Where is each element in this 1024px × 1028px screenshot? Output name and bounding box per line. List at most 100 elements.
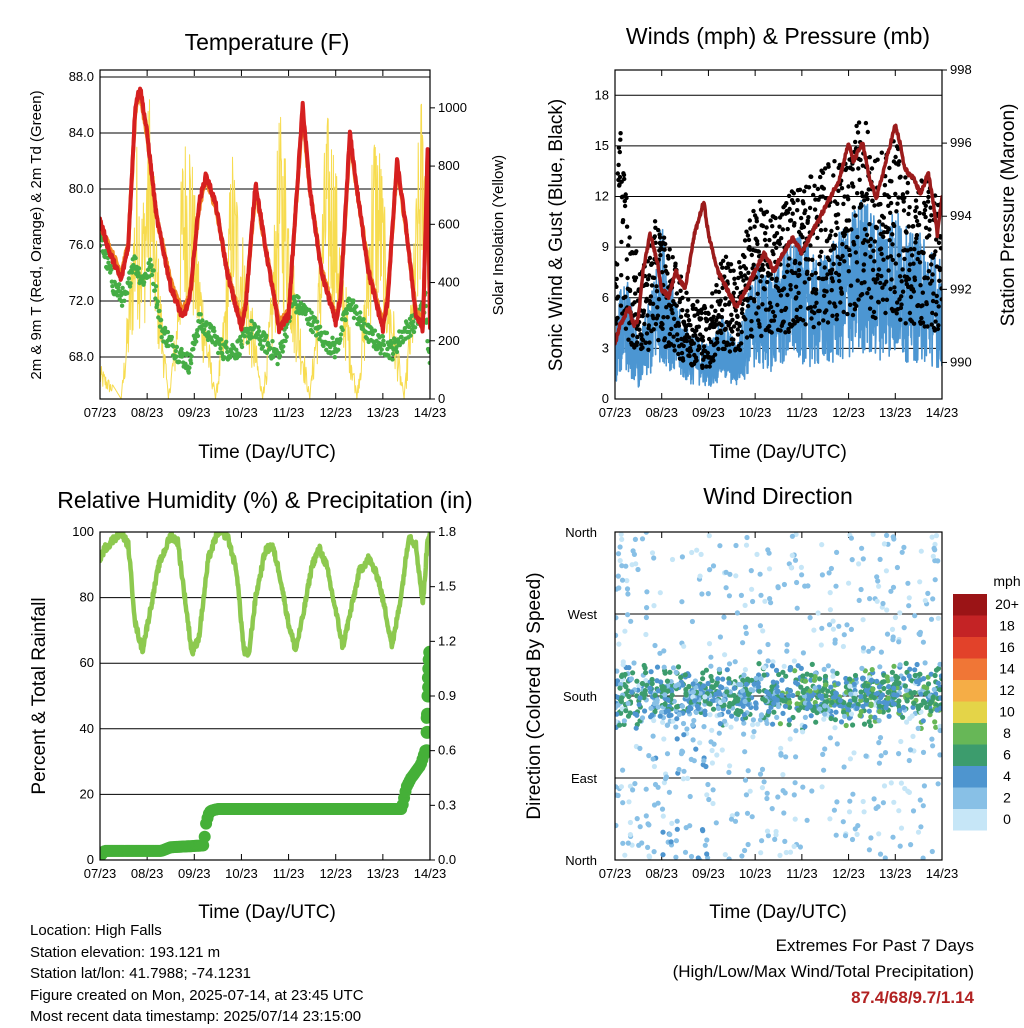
gust-point bbox=[845, 311, 850, 317]
dewpoint-point bbox=[173, 348, 178, 354]
gust-point bbox=[899, 279, 904, 284]
direction-point bbox=[799, 572, 805, 578]
direction-point bbox=[774, 714, 780, 721]
direction-point bbox=[825, 663, 832, 669]
gust-point bbox=[851, 242, 857, 247]
gust-point bbox=[909, 253, 915, 258]
gust-point bbox=[873, 315, 878, 321]
gust-point bbox=[672, 348, 677, 353]
gust-point bbox=[773, 215, 778, 221]
gust-point bbox=[669, 326, 674, 332]
gust-point bbox=[781, 286, 787, 291]
gust-point bbox=[901, 199, 906, 204]
gust-point bbox=[808, 243, 813, 248]
gust-point bbox=[813, 197, 818, 202]
direction-point bbox=[664, 751, 671, 757]
gust-point bbox=[786, 329, 791, 334]
direction-point bbox=[658, 679, 664, 685]
y2-tick-label: 1000 bbox=[438, 100, 467, 115]
gust-point bbox=[848, 283, 854, 288]
direction-point bbox=[847, 756, 854, 762]
gust-point bbox=[860, 292, 865, 297]
direction-point bbox=[678, 674, 684, 681]
direction-point bbox=[719, 747, 725, 753]
direction-point bbox=[661, 648, 667, 654]
y2-tick-label: 1.8 bbox=[438, 524, 456, 539]
gust-point bbox=[886, 268, 891, 273]
y-tick-label: 60 bbox=[80, 655, 94, 670]
direction-point bbox=[738, 592, 745, 599]
gust-point bbox=[864, 232, 870, 238]
gust-point bbox=[818, 228, 824, 233]
direction-point bbox=[802, 678, 809, 684]
gust-point bbox=[652, 219, 658, 224]
direction-point bbox=[800, 689, 807, 696]
gust-point bbox=[797, 272, 802, 278]
direction-point bbox=[842, 713, 848, 720]
gust-point bbox=[855, 234, 860, 240]
gust-point bbox=[832, 243, 837, 249]
direction-point bbox=[914, 679, 920, 685]
y2-tick-label: 0 bbox=[438, 391, 445, 406]
gust-point bbox=[764, 225, 769, 230]
direction-point bbox=[782, 838, 788, 845]
dewpoint-point bbox=[394, 349, 400, 355]
direction-point bbox=[643, 631, 649, 638]
direction-point bbox=[770, 679, 776, 685]
gust-point bbox=[679, 350, 685, 356]
direction-point bbox=[792, 668, 798, 674]
gust-point bbox=[829, 288, 834, 293]
gust-point bbox=[822, 265, 827, 270]
gust-point bbox=[738, 265, 743, 270]
gust-point bbox=[678, 288, 683, 293]
gust-point bbox=[699, 351, 705, 356]
dewpoint-point bbox=[165, 329, 171, 335]
direction-point bbox=[645, 844, 651, 851]
direction-point bbox=[639, 840, 645, 846]
direction-point bbox=[921, 783, 928, 789]
direction-point bbox=[917, 671, 923, 677]
gust-point bbox=[618, 137, 623, 142]
gust-point bbox=[676, 323, 682, 328]
direction-point bbox=[925, 681, 932, 687]
gust-point bbox=[732, 281, 737, 286]
gust-point bbox=[817, 308, 822, 314]
direction-point bbox=[827, 735, 834, 741]
gust-point bbox=[888, 254, 893, 259]
direction-point bbox=[778, 751, 784, 757]
direction-point bbox=[723, 585, 729, 591]
y-tick-label: East bbox=[571, 771, 597, 786]
direction-point bbox=[901, 544, 907, 551]
gust-point bbox=[642, 321, 647, 327]
gust-point bbox=[880, 285, 885, 290]
direction-point bbox=[618, 784, 625, 790]
direction-point bbox=[759, 785, 766, 791]
gust-point bbox=[630, 333, 636, 338]
direction-point bbox=[701, 758, 707, 764]
direction-point bbox=[775, 703, 782, 710]
dewpoint-point bbox=[237, 352, 242, 357]
direction-point bbox=[934, 707, 940, 713]
direction-point bbox=[920, 639, 927, 645]
gust-point bbox=[916, 222, 922, 228]
direction-point bbox=[868, 723, 874, 729]
direction-point bbox=[787, 688, 793, 694]
gust-point bbox=[889, 277, 894, 282]
direction-point bbox=[796, 707, 802, 713]
direction-point bbox=[649, 712, 655, 718]
gust-point bbox=[749, 319, 754, 324]
direction-point bbox=[821, 767, 827, 773]
direction-point bbox=[706, 533, 712, 539]
direction-point bbox=[822, 711, 828, 717]
gust-point bbox=[796, 290, 801, 296]
dewpoint-point bbox=[130, 270, 135, 275]
gust-point bbox=[654, 284, 659, 289]
y2-tick-label: 990 bbox=[950, 354, 972, 369]
direction-point bbox=[808, 672, 814, 678]
direction-point bbox=[622, 628, 628, 634]
direction-point bbox=[709, 747, 715, 754]
direction-point bbox=[885, 689, 891, 695]
direction-point bbox=[868, 702, 874, 709]
direction-point bbox=[858, 586, 864, 593]
gust-point bbox=[861, 268, 866, 273]
